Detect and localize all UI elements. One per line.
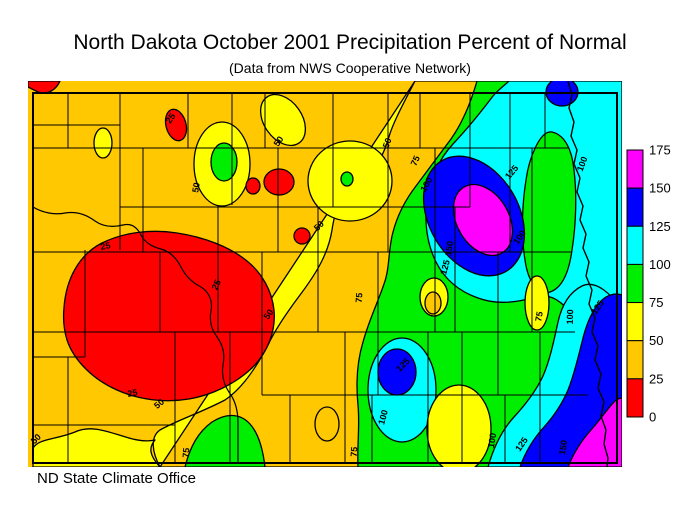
fill-orange-oval — [314, 406, 340, 442]
legend-swatch-orange — [626, 340, 644, 380]
legend-value-label: 100 — [649, 257, 671, 272]
map-frame — [32, 92, 618, 464]
contour-label: 25 — [164, 111, 178, 125]
contour-label: 150 — [443, 240, 455, 257]
legend-swatch-cyan — [626, 225, 644, 265]
missouri-river-line — [32, 206, 239, 463]
contour-label: 75 — [349, 446, 360, 457]
contour-label: 75 — [409, 154, 422, 167]
contour-label: 100 — [575, 155, 590, 173]
fill-red-blob — [245, 177, 261, 195]
red-river-border — [567, 81, 609, 467]
legend-value-label: 125 — [649, 219, 671, 234]
contour-label: 50 — [152, 397, 166, 411]
contour-label: 100 — [565, 309, 576, 324]
contour-label: 50 — [262, 307, 276, 321]
contour-label: 100 — [486, 432, 498, 449]
map-subtitle: (Data from NWS Cooperative Network) — [229, 60, 471, 76]
contour-label: 25 — [127, 387, 139, 399]
contour-label: 50 — [272, 134, 286, 148]
fill-red-blob — [293, 227, 311, 245]
legend-swatch-yellow — [626, 302, 644, 342]
legend-value-label: 0 — [649, 409, 656, 424]
contour-label: 150 — [557, 439, 569, 456]
contour-label: 25 — [210, 278, 223, 291]
legend-value-label: 50 — [649, 333, 663, 348]
legend-value-label: 25 — [649, 371, 663, 386]
legend-value-label: 75 — [649, 295, 663, 310]
legend-value-label: 175 — [649, 143, 671, 158]
fill-green-dot — [340, 171, 354, 187]
fill-magenta-core — [452, 183, 514, 257]
contour-label: 100 — [376, 409, 390, 426]
map-title: North Dakota October 2001 Precipitation … — [73, 31, 627, 54]
fill-yellow-dip — [524, 275, 550, 331]
contour-label: 75 — [533, 311, 545, 323]
fill-blue-south-core — [377, 348, 417, 396]
fill-yellow-dip — [426, 384, 492, 467]
fill-red-blob — [164, 108, 188, 142]
fill-red-southwest — [62, 230, 275, 402]
legend-swatch-green — [626, 263, 644, 304]
contour-label: 50 — [381, 137, 394, 150]
legend-swatch-red — [626, 378, 644, 418]
fill-yellow-blob — [93, 127, 113, 159]
legend-swatch-blue — [626, 187, 644, 227]
fill-green-core — [210, 142, 238, 182]
fill-orange-core — [424, 291, 442, 315]
contour-label: 75 — [354, 292, 365, 303]
fill-magenta-corner — [567, 397, 622, 467]
credit-text: ND State Climate Office — [37, 470, 196, 487]
legend-colorbar: 175 150 125 100 75 50 25 0 — [626, 143, 671, 424]
contour-label: 25 — [100, 240, 112, 252]
fill-yellow-blob — [259, 93, 307, 147]
contour-label: 75 — [181, 447, 192, 458]
legend-value-label: 150 — [649, 181, 671, 196]
fill-green-bump — [184, 414, 266, 467]
county-boundaries — [33, 93, 588, 463]
fill-red-blob — [263, 168, 295, 196]
contour-label: 125 — [438, 259, 452, 276]
legend-swatch-magenta — [626, 149, 644, 189]
contour-label: 50 — [190, 182, 202, 194]
